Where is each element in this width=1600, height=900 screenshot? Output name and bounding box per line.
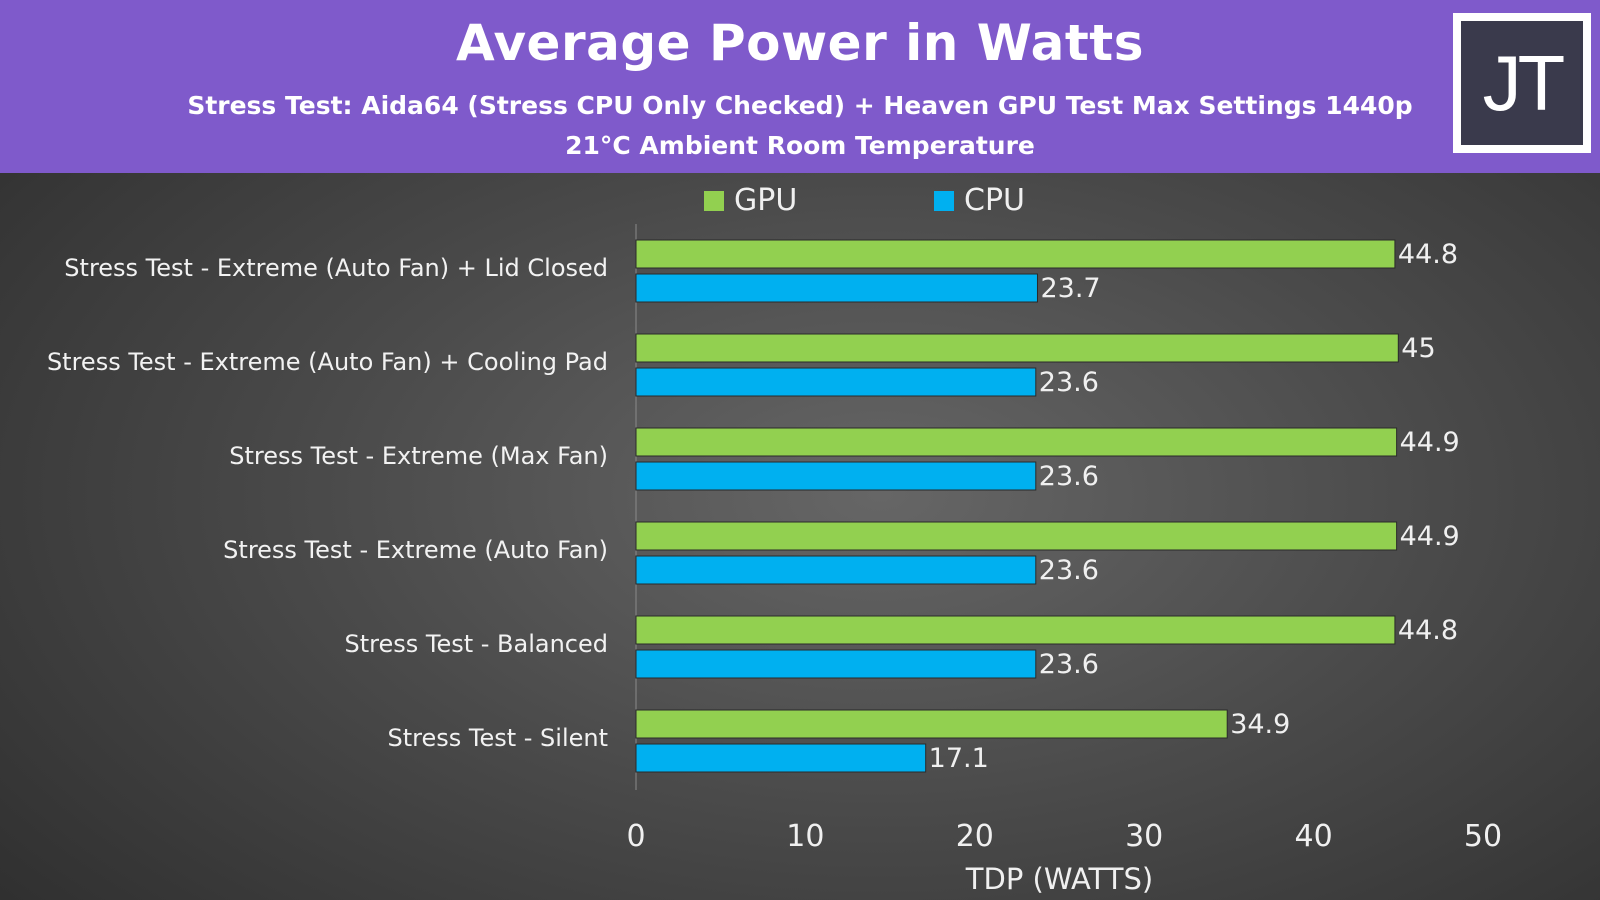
legend-item-gpu: GPU <box>704 183 797 218</box>
bar-cpu-4 <box>635 555 1037 585</box>
bar-cpu-3 <box>635 461 1037 491</box>
x-tick-label-0: 0 <box>626 819 645 854</box>
data-label-cpu-2: 23.6 <box>1039 367 1099 398</box>
jt-logo-text: JT <box>1461 21 1583 145</box>
legend-swatch-gpu <box>704 190 724 211</box>
x-axis-title: TDP (WATTS) <box>965 862 1153 896</box>
header-banner: Average Power in Watts Stress Test: Aida… <box>0 0 1600 173</box>
data-label-gpu-2: 45 <box>1401 333 1435 364</box>
bar-gpu-6 <box>635 709 1228 739</box>
legend-swatch-cpu <box>934 190 954 211</box>
data-label-cpu-6: 17.1 <box>929 743 989 774</box>
bar-gpu-3 <box>635 427 1398 457</box>
x-tick-label-50: 50 <box>1464 819 1502 854</box>
bar-cpu-1 <box>635 273 1038 303</box>
data-label-gpu-5: 44.8 <box>1398 615 1458 646</box>
category-label-1: Stress Test - Extreme (Auto Fan) + Lid C… <box>64 254 608 282</box>
data-label-gpu-6: 34.9 <box>1230 709 1290 740</box>
data-label-cpu-4: 23.6 <box>1039 555 1099 586</box>
bar-cpu-5 <box>635 649 1037 679</box>
bar-gpu-2 <box>635 333 1399 363</box>
bar-gpu-4 <box>635 521 1398 551</box>
chart-title: Average Power in Watts <box>456 14 1144 72</box>
legend-item-cpu: CPU <box>934 183 1025 218</box>
x-tick-label-40: 40 <box>1295 819 1333 854</box>
x-tick-label-10: 10 <box>786 819 824 854</box>
bar-cpu-2 <box>635 367 1037 397</box>
data-label-cpu-1: 23.7 <box>1040 273 1100 304</box>
data-label-gpu-4: 44.9 <box>1400 521 1460 552</box>
x-tick-label-20: 20 <box>956 819 994 854</box>
bar-gpu-5 <box>635 615 1396 645</box>
data-label-cpu-5: 23.6 <box>1039 649 1099 680</box>
category-label-4: Stress Test - Extreme (Auto Fan) <box>223 536 608 564</box>
data-label-cpu-3: 23.6 <box>1039 461 1099 492</box>
jt-logo: JT <box>1453 13 1591 153</box>
chart-subtitle-ambient: 21°C Ambient Room Temperature <box>565 131 1035 160</box>
category-label-6: Stress Test - Silent <box>387 724 608 752</box>
category-label-3: Stress Test - Extreme (Max Fan) <box>229 442 608 470</box>
bar-cpu-6 <box>635 743 927 773</box>
bar-gpu-1 <box>635 239 1396 269</box>
data-label-gpu-1: 44.8 <box>1398 239 1458 270</box>
category-label-5: Stress Test - Balanced <box>344 630 608 658</box>
category-label-2: Stress Test - Extreme (Auto Fan) + Cooli… <box>46 348 608 376</box>
data-label-gpu-3: 44.9 <box>1400 427 1460 458</box>
legend-label-gpu: GPU <box>734 183 798 218</box>
legend-label-cpu: CPU <box>964 183 1025 218</box>
x-tick-label-30: 30 <box>1125 819 1163 854</box>
chart-subtitle-test: Stress Test: Aida64 (Stress CPU Only Che… <box>187 91 1413 120</box>
